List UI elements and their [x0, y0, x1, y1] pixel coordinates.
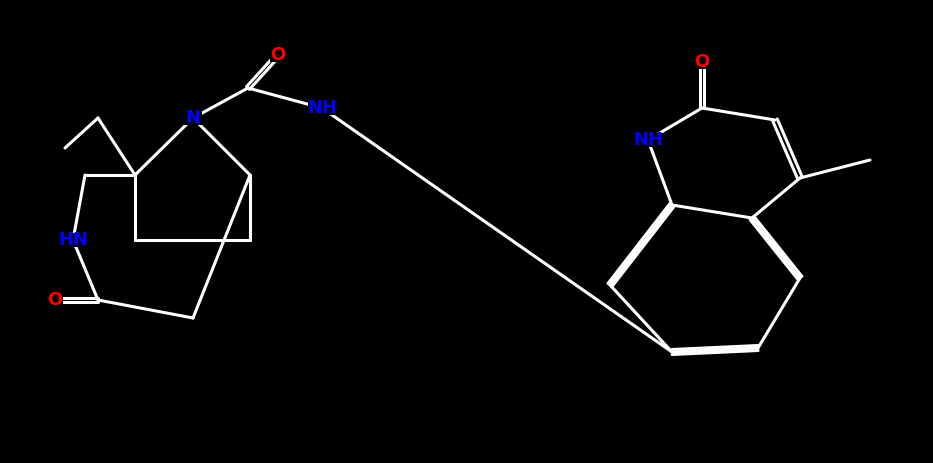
Text: O: O [271, 46, 285, 64]
FancyBboxPatch shape [270, 48, 286, 62]
Text: HN: HN [58, 231, 88, 249]
Text: O: O [694, 53, 710, 71]
Text: NH: NH [307, 99, 337, 117]
FancyBboxPatch shape [184, 111, 202, 125]
Text: O: O [48, 291, 63, 309]
FancyBboxPatch shape [694, 55, 710, 69]
Text: NH: NH [633, 131, 663, 149]
Text: N: N [186, 109, 201, 127]
FancyBboxPatch shape [633, 133, 663, 147]
FancyBboxPatch shape [47, 293, 63, 307]
FancyBboxPatch shape [59, 233, 87, 247]
FancyBboxPatch shape [308, 101, 336, 115]
